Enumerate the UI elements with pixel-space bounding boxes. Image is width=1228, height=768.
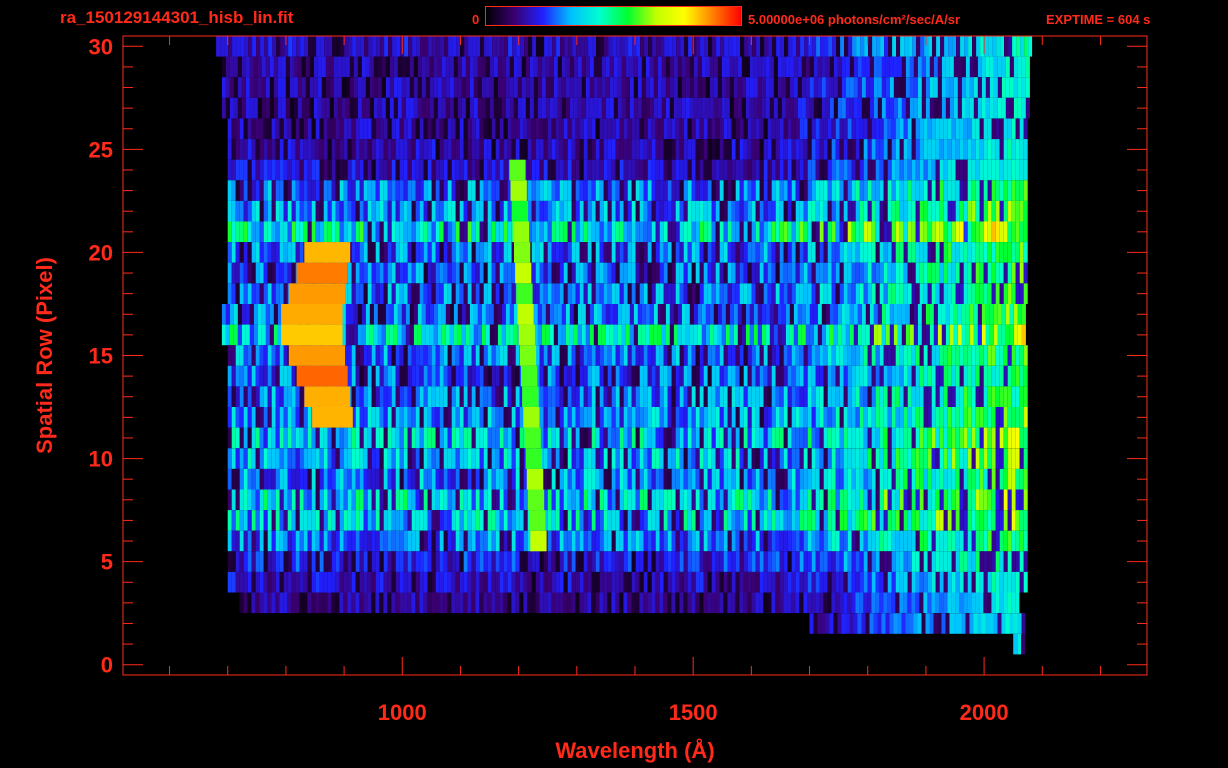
tick-label: 15 (89, 344, 113, 369)
heatmap-row (227, 139, 1028, 160)
heatmap-row (239, 592, 1020, 614)
heatmap-row (227, 200, 1028, 222)
heatmap-row (227, 468, 1028, 490)
colorbar-min-label: 0 (472, 12, 480, 27)
axis-ticks: 1000 1500 2000 0 5 10 15 20 25 30 (89, 34, 1147, 725)
heatmap-row (221, 77, 1030, 98)
colorbar (485, 6, 742, 26)
x-axis-title: Wavelength (Å) (555, 737, 714, 763)
tick-label: 10 (89, 447, 113, 472)
bright-arc (281, 242, 353, 428)
heatmap-features (281, 159, 547, 552)
heatmap-row (221, 56, 1030, 78)
y-axis-title: Spatial Row (Pixel) (32, 257, 57, 454)
heatmap-row (227, 118, 1028, 140)
heatmap-row (227, 489, 1028, 511)
tick-label: 1000 (378, 700, 427, 725)
tick-label: 1500 (669, 700, 718, 725)
tick-label: 25 (89, 137, 113, 162)
heatmap-row (227, 427, 1028, 449)
tick-label: 0 (101, 653, 113, 678)
heatmap-row (227, 283, 1028, 304)
heatmap-row (227, 407, 1028, 428)
heatmap-row (216, 36, 1033, 57)
colorbar-units-label: 5.00000e+06 photons/cm²/sec/A/sr (748, 12, 961, 27)
heatmap-row (227, 221, 1028, 243)
heatmap-row (227, 345, 1028, 366)
heatmap-row (227, 180, 1028, 201)
exptime-label: EXPTIME = 604 s (1046, 12, 1151, 27)
heatmap-row (227, 448, 1028, 469)
heatmap-row (227, 510, 1028, 531)
heatmap-row (227, 551, 1028, 572)
tick-label: 2000 (960, 700, 1009, 725)
tick-label: 5 (101, 550, 113, 575)
heatmap-row (227, 365, 1028, 387)
heatmap-row (227, 262, 1028, 284)
tick-label: 20 (89, 240, 113, 265)
file-title: ra_150129144301_hisb_lin.fit (60, 8, 294, 27)
tick-label: 30 (89, 34, 113, 59)
heatmap-row (227, 571, 1028, 593)
heatmap-row (1013, 633, 1026, 655)
heatmap-row (227, 386, 1028, 407)
emission-line (509, 159, 547, 552)
heatmap-row (227, 159, 1028, 181)
heatmap-row (221, 97, 1030, 119)
heatmap-row (809, 613, 1026, 634)
heatmap-row (227, 530, 1028, 552)
